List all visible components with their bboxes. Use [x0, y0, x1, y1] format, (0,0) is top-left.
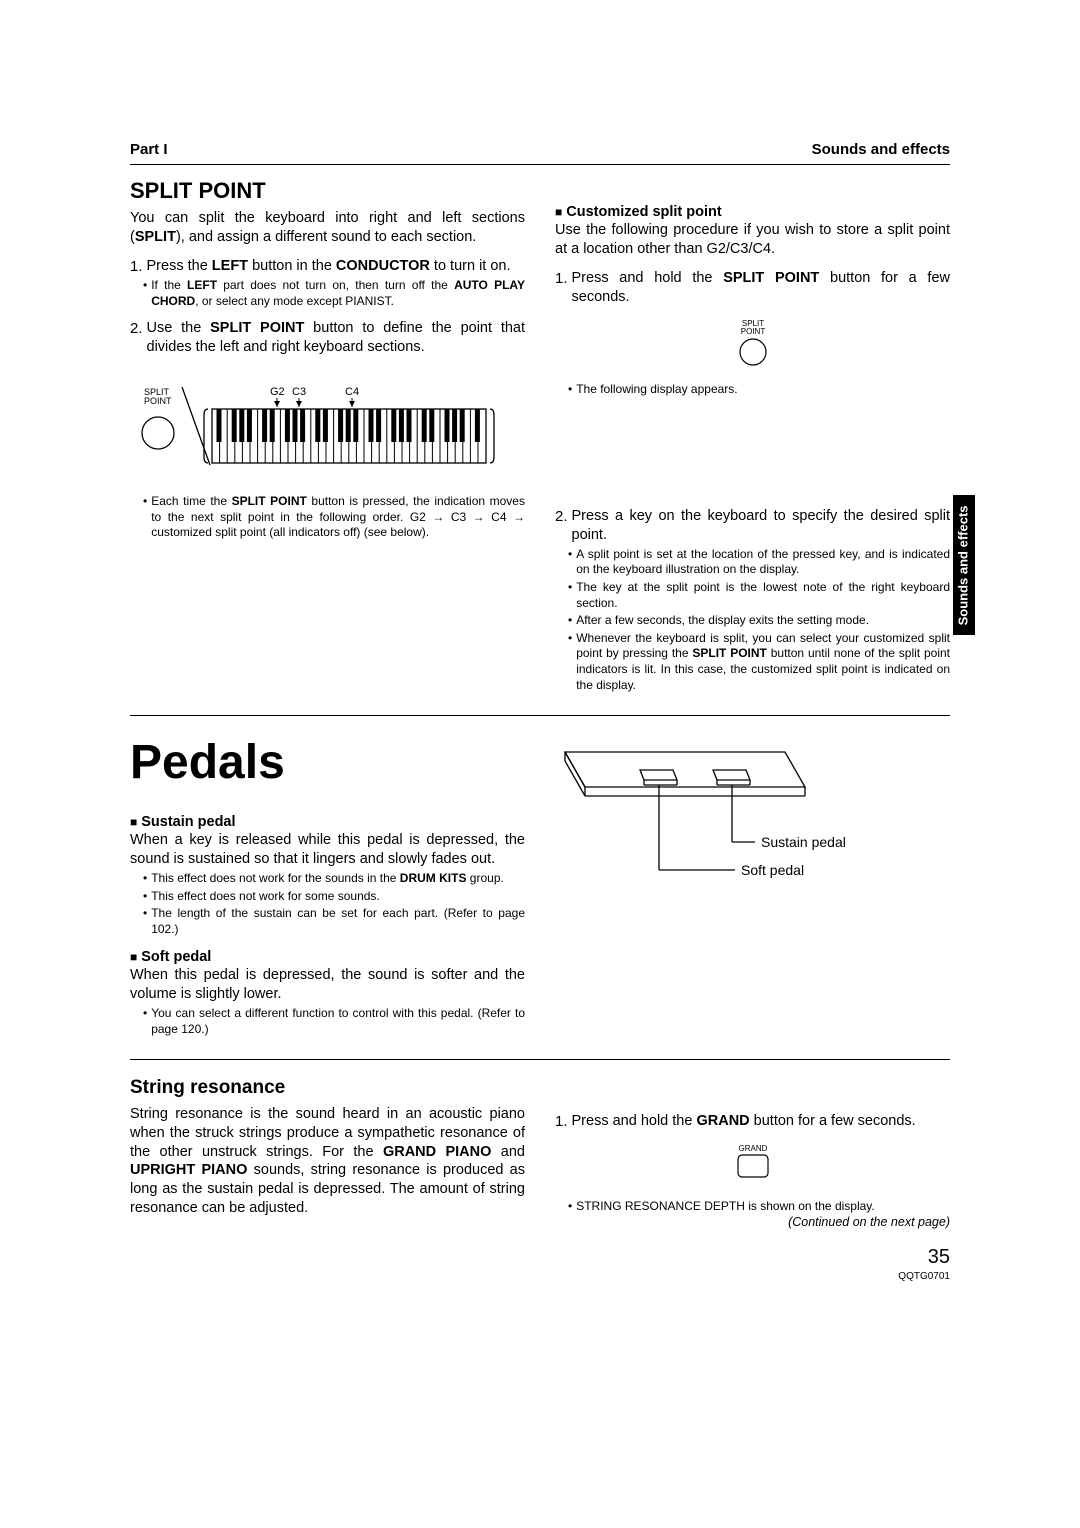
pedal-diagram: Sustain pedal Soft pedal [555, 742, 950, 917]
svg-text:C3: C3 [292, 386, 306, 398]
continued-note: (Continued on the next page) [555, 1214, 950, 1230]
custom-split-heading: ■Customized split point [555, 203, 950, 222]
side-tab-label: Sounds and effects [956, 505, 973, 625]
sustain-n1: •This effect does not work for the sound… [130, 871, 525, 887]
section-rule [130, 1059, 950, 1060]
soft-pedal-label: Soft pedal [741, 862, 804, 878]
step-number: 1. [555, 269, 568, 289]
page-header: Part I Sounds and effects [130, 140, 950, 160]
header-left: Part I [130, 140, 168, 160]
string-step1: 1. Press and hold the GRAND button for a… [555, 1112, 950, 1132]
step-number: 2. [555, 507, 568, 527]
string-body: String resonance is the sound heard in a… [130, 1105, 525, 1218]
header-rule [130, 164, 950, 165]
side-tab: Sounds and effects [953, 495, 975, 635]
split-intro: You can split the keyboard into right an… [130, 209, 525, 247]
step-text: Press and hold the GRAND button for a fe… [572, 1112, 950, 1131]
svg-text:POINT: POINT [144, 396, 172, 406]
soft-body: When this pedal is depressed, the sound … [130, 966, 525, 1004]
bullet-text: The following display appears. [576, 382, 950, 398]
split-left-col: SPLIT POINT You can split the keyboard i… [130, 177, 525, 694]
bullet-dot: • [568, 382, 572, 398]
keyboard-diagram: SPLIT POINT G2 C3 C4 [130, 385, 525, 480]
bullet-dot: • [143, 494, 147, 510]
string-right-col: 1. Press and hold the GRAND button for a… [555, 1076, 950, 1230]
string-left-col: String resonance String resonance is the… [130, 1076, 525, 1230]
custom-sn1: •A split point is set at the location of… [555, 547, 950, 578]
pedals-section: Pedals ■Sustain pedal When a key is rele… [130, 732, 950, 1037]
custom-step1: 1. Press and hold the SPLIT POINT button… [555, 269, 950, 307]
step-text: Use the SPLIT POINT button to define the… [147, 319, 525, 357]
split-cycle-note: • Each time the SPLIT POINT button is pr… [130, 494, 525, 541]
sustain-heading: ■Sustain pedal [130, 813, 525, 832]
sustain-body: When a key is released while this pedal … [130, 831, 525, 869]
section-rule [130, 715, 950, 716]
string-resonance-section: String resonance String resonance is the… [130, 1076, 950, 1230]
custom-sn2: •The key at the split point is the lowes… [555, 580, 950, 611]
svg-text:POINT: POINT [740, 327, 765, 336]
custom-step2: 2. Press a key on the keyboard to specif… [555, 507, 950, 545]
split-right-col: ■Customized split point Use the followin… [555, 177, 950, 694]
svg-text:C4: C4 [345, 386, 359, 398]
soft-heading: ■Soft pedal [130, 948, 525, 967]
split-step1-note: • If the LEFT part does not turn on, the… [130, 278, 525, 309]
page-number: 35 [130, 1244, 950, 1270]
step-number: 1. [555, 1112, 568, 1132]
bullet-text: Each time the SPLIT POINT button is pres… [151, 494, 525, 541]
step-number: 1. [130, 257, 143, 277]
step-text: Press the LEFT button in the CONDUCTOR t… [147, 257, 525, 276]
custom-sn4: •Whenever the keyboard is split, you can… [555, 631, 950, 693]
sustain-pedal-label: Sustain pedal [761, 834, 846, 850]
header-right: Sounds and effects [812, 140, 950, 160]
step-text: Press and hold the SPLIT POINT button fo… [572, 269, 950, 307]
grand-button-diagram: GRAND [555, 1142, 950, 1189]
svg-text:GRAND: GRAND [738, 1144, 767, 1153]
doc-code: QQTG0701 [130, 1270, 950, 1283]
sustain-n3: •The length of the sustain can be set fo… [130, 906, 525, 937]
bullet-dot: • [143, 278, 147, 294]
split-point-section: SPLIT POINT You can split the keyboard i… [130, 177, 950, 694]
custom-note1: • The following display appears. [555, 382, 950, 398]
split-heading: SPLIT POINT [130, 177, 525, 206]
step-text: Press a key on the keyboard to specify t… [572, 507, 950, 545]
string-note1: •STRING RESONANCE DEPTH is shown on the … [555, 1199, 950, 1215]
split-step1: 1. Press the LEFT button in the CONDUCTO… [130, 257, 525, 277]
custom-sn3: •After a few seconds, the display exits … [555, 613, 950, 629]
pedals-left-col: Pedals ■Sustain pedal When a key is rele… [130, 732, 525, 1037]
string-heading: String resonance [130, 1076, 525, 1101]
pedals-right-col: Sustain pedal Soft pedal [555, 732, 950, 1037]
pedals-heading: Pedals [130, 732, 525, 794]
bullet-text: If the LEFT part does not turn on, then … [151, 278, 525, 309]
step-number: 2. [130, 319, 143, 339]
svg-text:G2: G2 [270, 386, 285, 398]
soft-n1: •You can select a different function to … [130, 1006, 525, 1037]
custom-split-intro: Use the following procedure if you wish … [555, 221, 950, 259]
split-step2: 2. Use the SPLIT POINT button to define … [130, 319, 525, 357]
split-point-button-diagram: SPLIT POINT [555, 317, 950, 372]
sustain-n2: •This effect does not work for some soun… [130, 889, 525, 905]
